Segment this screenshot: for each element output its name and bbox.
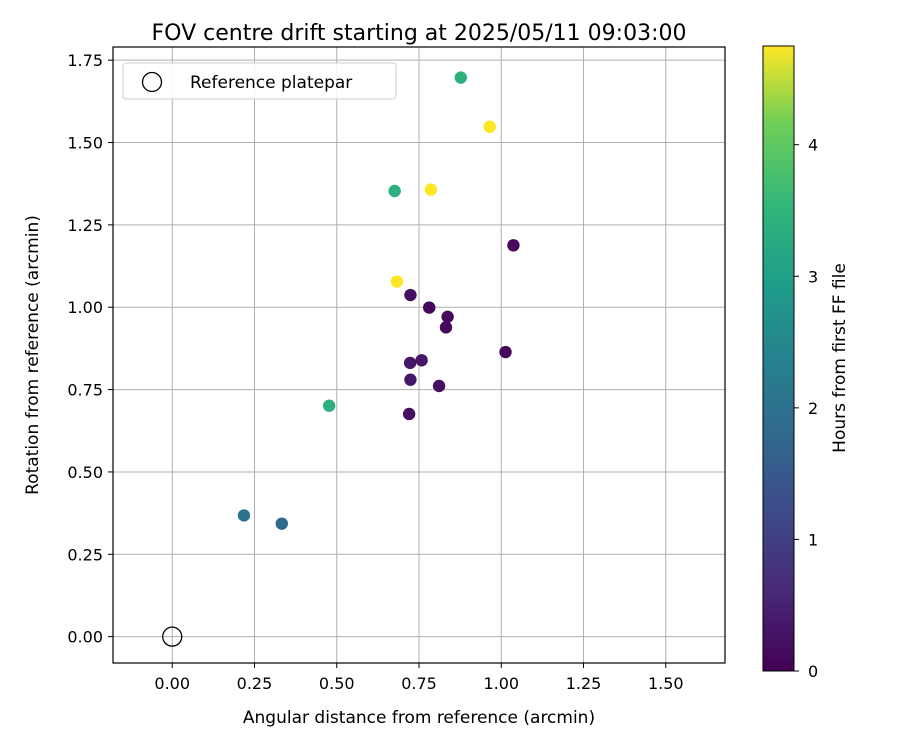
- legend: Reference platepar: [122, 62, 397, 100]
- colorbar-tick-label: 0: [808, 662, 818, 681]
- y-tick-label: 1.00: [67, 298, 103, 317]
- data-point: [499, 345, 512, 359]
- data-point: [275, 517, 288, 530]
- data-point: [424, 183, 438, 196]
- legend-reference-marker: [141, 71, 163, 93]
- data-point: [390, 275, 404, 288]
- reference-layer: [162, 626, 183, 647]
- reference-platepar-marker: [162, 626, 183, 647]
- x-tick-label: 1.25: [566, 674, 602, 693]
- y-tick-label: 0.50: [67, 463, 103, 482]
- x-axis-label: Angular distance from reference (arcmin): [243, 708, 595, 728]
- x-tick-label: 1.00: [483, 674, 519, 693]
- data-point: [404, 373, 417, 386]
- colorbar: 0 1 2 3 4 Hours from first FF file: [762, 45, 850, 681]
- x-tick-label: 0.50: [319, 674, 355, 693]
- x-tick-label: 0.75: [401, 674, 437, 693]
- colorbar-tick-label: 1: [808, 530, 818, 549]
- data-point: [432, 379, 446, 393]
- data-point: [507, 239, 520, 252]
- data-point: [237, 509, 251, 522]
- y-tick-label: 1.50: [67, 134, 103, 153]
- y-tick-label: 1.75: [67, 51, 103, 70]
- data-point: [454, 71, 467, 84]
- data-point: [441, 310, 454, 323]
- data-point: [404, 288, 417, 302]
- data-point: [403, 356, 417, 370]
- x-tick-label: 0.25: [237, 674, 273, 693]
- y-tick-label: 1.25: [67, 216, 103, 235]
- data-point: [439, 321, 453, 334]
- chart-title: FOV centre drift starting at 2025/05/11 …: [152, 21, 687, 46]
- y-tick-label: 0.25: [67, 545, 103, 564]
- colorbar-ticks: 0 1 2 3 4: [794, 136, 818, 681]
- data-point: [423, 301, 436, 314]
- y-tick-label: 0.00: [67, 628, 103, 647]
- x-tick-label: 0.00: [154, 674, 190, 693]
- colorbar-tick-label: 3: [808, 267, 818, 286]
- data-point: [483, 120, 496, 133]
- legend-box: [122, 62, 397, 100]
- y-axis-ticks: 0.00 0.25 0.50 0.75 1.00 1.25 1.50 1.75: [67, 51, 113, 647]
- legend-entry-reference-platepar: Reference platepar: [190, 73, 352, 93]
- data-point: [402, 407, 416, 421]
- x-axis-ticks: 0.00 0.25 0.50 0.75 1.00 1.25 1.50: [154, 663, 684, 693]
- data-point: [322, 399, 336, 412]
- x-tick-label: 1.50: [648, 674, 684, 693]
- data-points: [237, 71, 520, 530]
- y-tick-label: 0.75: [67, 381, 103, 400]
- data-point: [415, 354, 428, 367]
- y-axis-label: Rotation from reference (arcmin): [23, 215, 43, 495]
- colorbar-label: Hours from first FF file: [830, 263, 850, 453]
- colorbar-gradient: [762, 45, 795, 672]
- colorbar-tick-label: 2: [808, 399, 818, 418]
- data-point: [388, 184, 401, 198]
- colorbar-tick-label: 4: [808, 136, 818, 155]
